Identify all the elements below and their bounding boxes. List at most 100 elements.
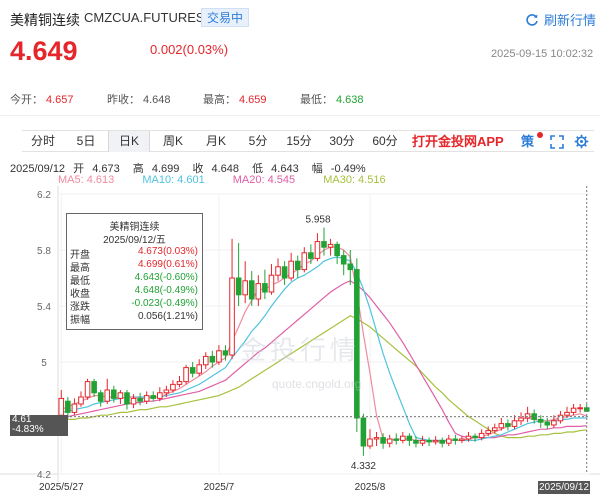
candle-body [91,381,97,394]
candle-body [386,438,393,444]
tooltip-key: 收盘 [70,289,90,300]
ohlc-summary: 2025/09/12 开 4.673 高 4.699 收 4.648 低 4.6… [10,160,376,176]
stat-prev-label: 昨收： [107,94,140,106]
stat-open: 今开： 4.657 [10,91,74,107]
candle-body [275,266,281,276]
ohlc-close-value: 4.648 [211,163,240,175]
candle-body [301,252,308,271]
cursor-price: 4.61 [12,414,32,425]
candle-body [235,277,242,296]
candle-body [288,260,294,279]
candle-body [360,417,367,447]
fullscreen-icon[interactable] [550,135,564,149]
stat-prev-close: 昨收： 4.648 [107,91,171,107]
stat-high-label: 最高： [203,94,236,106]
candle-body [196,364,203,374]
kline-chart[interactable]: 6.25.85.454.64.22025/5/272025/72025/85.9… [0,186,600,494]
y-tick-label: 6.2 [37,190,51,201]
tab-5min[interactable]: 5分 [248,134,268,148]
strategy-button[interactable]: 策 [521,134,535,149]
ohlc-high: 高 4.699 [133,163,185,175]
candle-body [321,241,327,248]
ohlc-amp-label: 幅 [311,163,323,175]
tooltip-row-open: 开盘 4.673(0.03%) [70,246,198,261]
stat-open-label: 今开： [10,94,43,106]
tab-weekly-k[interactable]: 周K [162,134,183,148]
candle-body [137,397,143,402]
candle-body [478,432,485,439]
candle-body [308,252,314,259]
candle-body [491,427,498,432]
candle-body [557,414,564,422]
tab-30min[interactable]: 30分 [329,134,355,148]
y-tick-label: 5 [41,358,47,369]
legend-ma30: MA30: 4.516 [323,174,386,186]
tab-monthly-k[interactable]: 月K [205,134,226,148]
candle-body [124,392,130,405]
max-price-label: 5.958 [305,215,330,226]
candle-body [78,396,84,405]
candle-body [58,397,65,416]
legend-ma5: MA5: 4.613 [58,174,115,186]
refresh-quote-button[interactable]: 刷新行情 [525,10,596,29]
ohlc-amplitude: 幅 -0.49% [312,163,371,175]
tooltip-value: 4.699(0.61%) [137,259,198,270]
candle-body [104,389,111,402]
candle-body [570,407,577,413]
candle-body [117,392,124,399]
x-tick-label: 2025/8 [355,482,386,493]
candle-body [255,283,262,300]
tooltip-value: 4.648(-0.49%) [134,285,198,296]
ohlc-open-label: 开 [73,163,85,175]
tooltip-title: 美精铜连续 [109,222,160,233]
ohlc-amp-value: -0.49% [330,163,366,175]
notification-dot [537,132,543,138]
stat-low-value: 4.638 [336,94,364,106]
quote-datetime: 2025-09-15 10:02:32 [491,48,594,60]
candle-body [537,418,544,423]
instrument-title: 美精铜连续 [10,12,80,28]
candle-body [143,395,150,402]
candle-body [465,435,472,440]
candle-body [163,389,170,394]
candle-body [97,392,104,402]
open-app-link[interactable]: 打开金投网APP [412,134,504,149]
ohlc-close: 收 4.648 [192,163,244,175]
ohlc-high-value: 4.699 [151,163,180,175]
candle-body [216,350,222,363]
tooltip-row-low: 最低 4.643(-0.60%) [70,272,198,287]
stat-prev-value: 4.648 [143,94,171,106]
candle-body [413,439,419,444]
tooltip-value: -0.023(-0.49%) [131,298,198,309]
tooltip-key: 涨跌 [70,302,90,313]
period-tabs: 分时 5日 日K 周K 月K 5分 15分 30分 60分 打开金投网APP 策 [22,130,594,152]
ma-legend: MA5: 4.613 MA10: 4.601 MA20: 4.545 MA30:… [58,174,411,186]
tab-60min[interactable]: 60分 [372,134,398,148]
candle-body [419,439,426,444]
ohlc-date: 2025/09/12 [10,163,66,175]
min-price-label: 4.332 [351,461,376,472]
divider [0,115,600,116]
candle-body [183,367,189,383]
candle-body [498,423,505,429]
candle-body [518,417,524,422]
tooltip-key: 最低 [70,276,90,287]
settings-gear-icon[interactable] [574,134,589,149]
candle-body [130,397,137,405]
candle-body [564,411,570,416]
candle-body [157,392,163,399]
candle-body [229,277,235,356]
legend-ma20: MA20: 4.545 [232,174,296,186]
candle-body [544,421,551,426]
tooltip-date: 2025/09/12/五 [103,235,166,246]
tab-intraday[interactable]: 分时 [30,134,55,148]
tab-15min[interactable]: 15分 [286,134,312,148]
legend-ma10: MA10: 4.601 [142,174,205,186]
cursor-date-label: 2025/09/12 [538,481,590,494]
tab-daily-k[interactable]: 日K [108,131,150,152]
stat-low: 最低： 4.638 [300,91,364,107]
candle-body [314,241,321,259]
tab-5day[interactable]: 5日 [76,134,96,148]
candle-body [84,381,91,398]
candle-body [202,355,209,366]
